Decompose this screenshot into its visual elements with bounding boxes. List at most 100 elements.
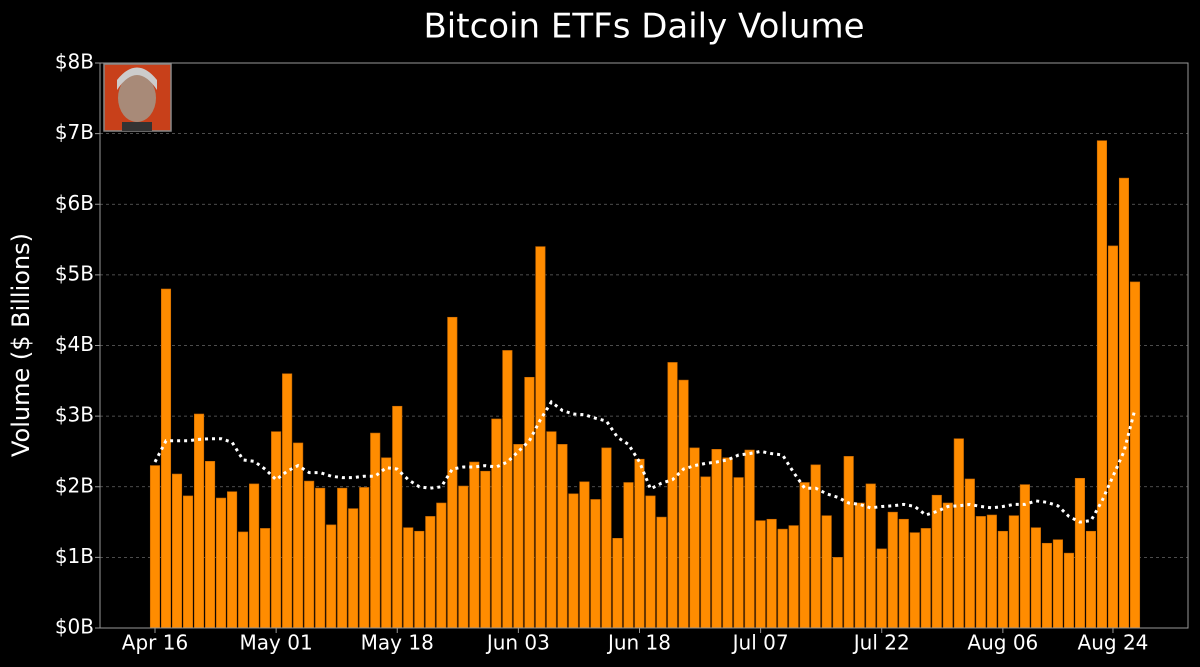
bar: [425, 516, 436, 629]
bar: [227, 491, 238, 629]
bar: [942, 502, 953, 629]
bar: [469, 461, 480, 629]
x-tick-label: Aug 06: [967, 631, 1038, 655]
x-tick-label: Jul 07: [731, 631, 789, 655]
bar: [1129, 281, 1141, 629]
bar: [656, 516, 667, 629]
y-tick-label: $0B: [55, 615, 94, 639]
bar: [920, 528, 931, 629]
bar: [205, 461, 216, 629]
bar: [546, 431, 557, 629]
x-tick-label: Jul 22: [852, 631, 910, 655]
x-tick-label: May 18: [361, 631, 434, 655]
bar: [458, 485, 469, 629]
bar: [414, 530, 425, 629]
y-tick-label: $1B: [55, 544, 94, 568]
bar: [1041, 542, 1052, 629]
bar: [799, 482, 810, 629]
bar: [755, 520, 766, 629]
chart-title: Bitcoin ETFs Daily Volume: [423, 7, 864, 47]
bar: [535, 246, 546, 629]
bar: [271, 431, 282, 629]
bar: [854, 502, 865, 629]
bar: [898, 518, 909, 629]
bar: [326, 524, 337, 629]
bar: [964, 478, 975, 629]
bar: [182, 495, 194, 629]
bar: [315, 487, 326, 629]
bar: [392, 405, 403, 629]
bar: [766, 518, 777, 629]
y-tick-label: $7B: [55, 120, 94, 144]
y-tick-label: $3B: [55, 403, 94, 427]
bar: [689, 447, 700, 629]
bar: [171, 473, 183, 629]
bar: [568, 493, 579, 629]
bar: [1052, 539, 1063, 629]
bar: [238, 531, 249, 629]
x-tick-label: Aug 24: [1078, 631, 1149, 655]
bar: [491, 418, 502, 629]
bar: [370, 432, 381, 629]
bar: [557, 444, 568, 629]
x-tick-label: Jun 03: [485, 631, 550, 655]
bar: [1008, 515, 1019, 629]
bar: [282, 373, 293, 629]
bar: [700, 476, 711, 629]
bar: [293, 442, 304, 629]
bar: [524, 376, 535, 629]
bar: [381, 457, 392, 629]
bar: [777, 528, 788, 629]
bar: [436, 502, 447, 629]
bar: [821, 515, 832, 629]
bar: [149, 465, 161, 629]
bar: [590, 499, 601, 629]
x-tick-label: Apr 16: [122, 631, 188, 655]
bar: [1030, 527, 1041, 629]
bar: [634, 458, 645, 629]
bar: [931, 494, 942, 629]
bar: [447, 316, 458, 629]
y-tick-label: $2B: [55, 473, 94, 497]
bar: [1107, 245, 1119, 629]
bar: [194, 413, 205, 629]
y-tick-label: $8B: [55, 50, 94, 74]
bar: [160, 288, 172, 629]
bar: [502, 350, 513, 629]
x-tick-label: May 01: [240, 631, 313, 655]
bar: [843, 456, 854, 629]
bar: [348, 508, 359, 629]
bar: [359, 487, 370, 629]
bar: [876, 548, 887, 629]
bar: [953, 438, 964, 629]
bar: [733, 477, 744, 629]
bar: [744, 449, 755, 629]
bar: [216, 497, 227, 629]
bar: [1096, 140, 1108, 629]
x-tick-label: Jun 18: [606, 631, 671, 655]
bar: [722, 457, 733, 629]
bar: [986, 514, 997, 629]
y-tick-label: $4B: [55, 332, 94, 356]
bar: [832, 557, 843, 629]
bar: [601, 447, 612, 629]
bar: [579, 481, 590, 629]
bar: [975, 516, 986, 629]
bar: [1085, 530, 1096, 629]
bar: [678, 379, 689, 629]
y-tick-label: $5B: [55, 261, 94, 285]
bar: [865, 483, 876, 629]
bar: [1063, 552, 1074, 629]
bar: [612, 538, 623, 629]
bar: [249, 483, 260, 629]
plot-frame: [99, 62, 1189, 629]
bar: [1019, 484, 1030, 629]
bar: [711, 449, 722, 629]
bar: [304, 480, 315, 629]
bar: [1074, 477, 1085, 629]
bar: [1118, 177, 1130, 629]
bar: [788, 525, 799, 629]
bar: [909, 532, 920, 629]
bar: [997, 530, 1008, 629]
